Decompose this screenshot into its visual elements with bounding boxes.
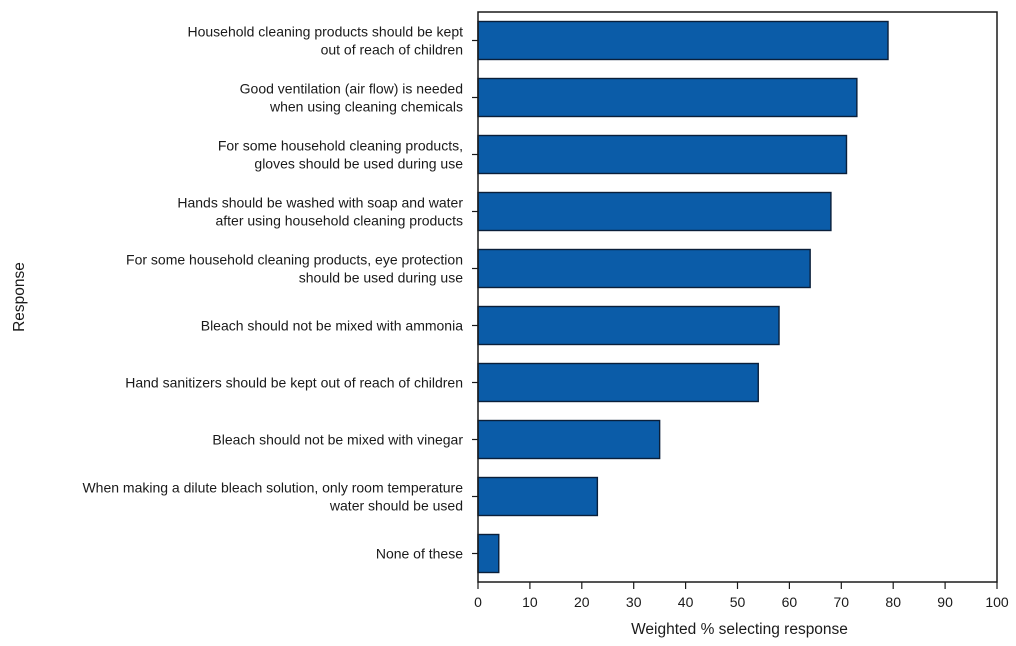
bar-4 [477, 191, 832, 232]
bar-1 [477, 20, 889, 61]
x-tick-label-10: 10 [522, 594, 538, 610]
x-axis-title: Weighted % selecting response [631, 621, 848, 638]
bar-10 [477, 533, 500, 574]
category-label-2: Good ventilation (air flow) is needed whe… [240, 81, 463, 115]
category-label-1: Household cleaning products should be ke… [187, 24, 463, 58]
x-tick-label-80: 80 [885, 594, 901, 610]
x-tick-label-70: 70 [834, 594, 850, 610]
bar-8 [477, 419, 661, 460]
category-label-5: For some household cleaning products, ey… [126, 252, 463, 286]
bar-5 [477, 248, 811, 289]
category-labels: Household cleaning products should be ke… [82, 24, 478, 562]
x-tick-label-20: 20 [574, 594, 590, 610]
bar-2 [477, 77, 858, 118]
category-label-3: For some household cleaning products, glo… [218, 138, 463, 172]
x-tick-label-60: 60 [782, 594, 798, 610]
bar-3 [477, 134, 848, 175]
x-tick-label-30: 30 [626, 594, 642, 610]
bar-9 [477, 476, 599, 517]
category-label-7: Hand sanitizers should be kept out of re… [125, 375, 463, 391]
x-tick-label-0: 0 [474, 594, 482, 610]
category-label-8: Bleach should not be mixed with vinegar [212, 432, 463, 448]
category-label-4: Hands should be washed with soap and wat… [177, 195, 463, 229]
x-tick-label-50: 50 [730, 594, 746, 610]
category-label-6: Bleach should not be mixed with ammonia [201, 318, 463, 334]
category-label-10: None of these [376, 546, 463, 562]
x-tick-label-100: 100 [985, 594, 1009, 610]
y-axis-title: Response [11, 262, 28, 332]
x-tick-label-90: 90 [937, 594, 953, 610]
x-tick-label-40: 40 [678, 594, 694, 610]
bar-7 [477, 362, 759, 403]
x-axis-ticks: 0 10 20 30 40 50 60 70 80 90 100 [474, 582, 1009, 610]
category-label-9: When making a dilute bleach solution, on… [82, 480, 463, 514]
bar-6 [477, 305, 780, 346]
bars-layer [477, 20, 889, 574]
